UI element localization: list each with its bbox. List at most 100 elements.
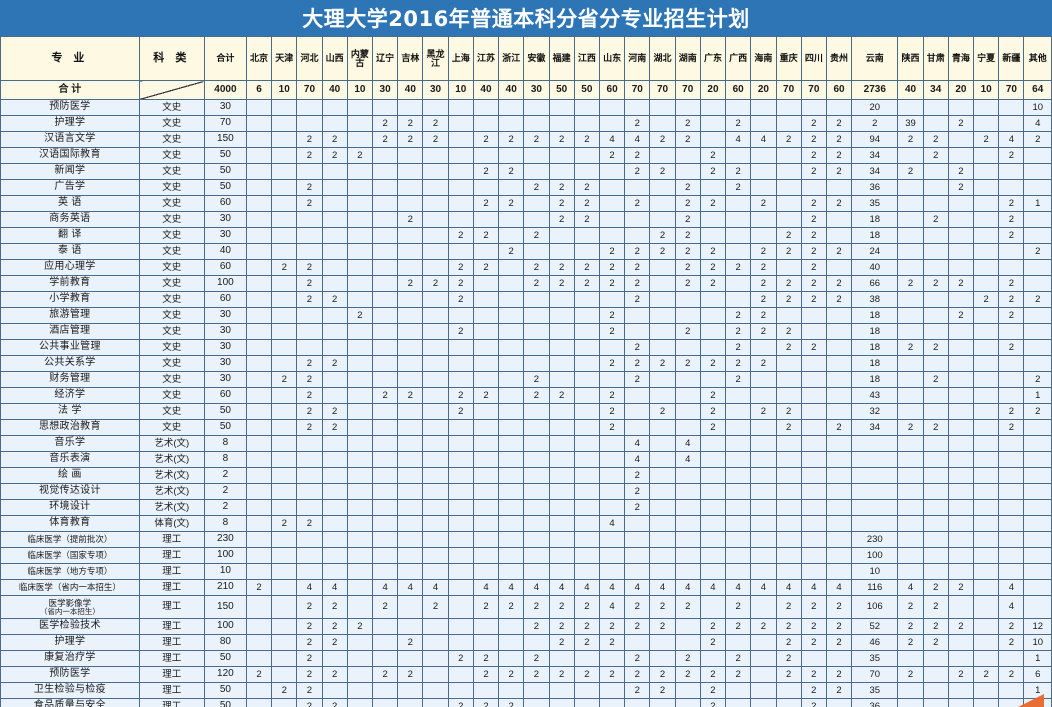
row-value-cell bbox=[947, 355, 975, 372]
row-value-cell: 2 bbox=[674, 243, 701, 260]
row-value-cell: 2 bbox=[825, 115, 853, 132]
row-value-cell: 2 bbox=[472, 650, 500, 667]
row-value-cell bbox=[825, 451, 853, 468]
row-kelei: 文史 bbox=[138, 371, 205, 388]
row-value-cell: 2 bbox=[422, 275, 449, 292]
row-value-cell bbox=[649, 634, 676, 651]
row-value-cell: 2 bbox=[750, 275, 777, 292]
row-value-cell bbox=[271, 666, 298, 683]
row-value-cell bbox=[649, 115, 676, 132]
row-value-cell: 2 bbox=[897, 275, 924, 292]
row-value-cell bbox=[447, 99, 474, 116]
row-value-cell: 2 bbox=[649, 682, 676, 699]
row-value-cell bbox=[523, 682, 550, 699]
row-value-cell bbox=[548, 515, 575, 532]
row-value-cell bbox=[922, 195, 949, 212]
row-value-cell: 12 bbox=[1023, 618, 1052, 635]
row-value-cell: 2 bbox=[1023, 131, 1052, 148]
table-row: 法 学文史 50 2 2 2 2 2 2 2 2 32 2 2 bbox=[0, 403, 1052, 420]
row-value-cell: 20 bbox=[851, 99, 899, 116]
row-value-cell bbox=[624, 387, 651, 404]
row-major-name: 医学影像学 （省内一本招生） bbox=[0, 595, 140, 619]
row-value-cell bbox=[922, 499, 949, 516]
row-value-cell bbox=[245, 243, 273, 260]
row-value-cell bbox=[947, 499, 975, 516]
row-value-cell: 2 bbox=[800, 698, 827, 707]
row-value-cell bbox=[346, 563, 374, 580]
row-value-cell bbox=[947, 339, 975, 356]
row-value-cell bbox=[851, 451, 899, 468]
row-value-cell: 18 bbox=[851, 307, 899, 324]
row-value-cell: 2 bbox=[699, 666, 727, 683]
row-value-cell bbox=[245, 698, 273, 707]
row-value-cell bbox=[472, 403, 500, 420]
row-value-cell bbox=[800, 403, 827, 420]
row-value-cell bbox=[346, 634, 374, 651]
row-value-cell: 2 bbox=[245, 579, 273, 596]
row-value-cell: 2 bbox=[321, 595, 348, 619]
row-value-cell bbox=[321, 483, 348, 500]
row-value-cell bbox=[523, 99, 550, 116]
row-major-name: 商务英语 bbox=[0, 211, 140, 228]
row-value-cell: 2 bbox=[649, 163, 676, 180]
row-value-cell: 2 bbox=[947, 579, 975, 596]
row-value-cell: 2 bbox=[800, 227, 827, 244]
row-value-cell: 2 bbox=[800, 634, 827, 651]
row-value-cell bbox=[674, 563, 701, 580]
row-value-cell: 2 bbox=[649, 243, 676, 260]
row-value-cell bbox=[245, 339, 273, 356]
col-header-province: 江苏 bbox=[472, 36, 500, 81]
row-value-cell bbox=[346, 179, 374, 196]
row-value-cell: 2 bbox=[998, 227, 1025, 244]
row-value-cell bbox=[775, 211, 802, 228]
row-value-cell bbox=[973, 195, 1000, 212]
row-value-cell: 2 bbox=[397, 387, 424, 404]
row-value-cell bbox=[548, 563, 575, 580]
row-value-cell: 2 bbox=[472, 227, 500, 244]
row-value-cell bbox=[422, 291, 449, 308]
row-value-cell bbox=[271, 547, 298, 564]
row-value-cell bbox=[321, 179, 348, 196]
row-value-cell: 2 bbox=[699, 403, 727, 420]
row-value-cell: 2 bbox=[548, 387, 575, 404]
row-value-cell: 2 bbox=[321, 618, 348, 635]
row-value-cell bbox=[573, 499, 600, 516]
row-value-cell bbox=[973, 547, 1000, 564]
row-value-cell bbox=[947, 291, 975, 308]
row-value-cell: 2 bbox=[498, 595, 525, 619]
row-value-cell bbox=[397, 291, 424, 308]
row-value-cell: 2 bbox=[699, 634, 727, 651]
row-value-cell bbox=[1023, 275, 1052, 292]
row-major-name: 广告学 bbox=[0, 179, 140, 196]
row-value-cell bbox=[699, 483, 727, 500]
row-major-name: 临床医学（省内一本招生） bbox=[0, 579, 140, 596]
row-value-cell: 60 bbox=[203, 195, 247, 212]
row-value-cell bbox=[851, 467, 899, 484]
row-value-cell bbox=[397, 618, 424, 635]
total-row-cell: 70 bbox=[674, 80, 701, 100]
row-value-cell bbox=[422, 243, 449, 260]
row-value-cell: 2 bbox=[825, 243, 853, 260]
row-value-cell bbox=[422, 531, 449, 548]
row-value-cell bbox=[397, 243, 424, 260]
total-row-cell: 20 bbox=[947, 80, 975, 100]
row-value-cell: 2 bbox=[775, 618, 802, 635]
row-value-cell bbox=[271, 634, 298, 651]
row-value-cell bbox=[498, 419, 525, 436]
row-value-cell: 8 bbox=[203, 515, 247, 532]
row-value-cell bbox=[825, 547, 853, 564]
row-value-cell: 34 bbox=[851, 419, 899, 436]
row-value-cell bbox=[598, 682, 626, 699]
total-row-cell: 40 bbox=[498, 80, 525, 100]
row-value-cell bbox=[321, 515, 348, 532]
row-value-cell bbox=[897, 179, 924, 196]
row-value-cell: 2 bbox=[775, 291, 802, 308]
row-value-cell bbox=[472, 115, 500, 132]
row-value-cell bbox=[245, 291, 273, 308]
row-value-cell bbox=[296, 339, 323, 356]
row-major-name: 英 语 bbox=[0, 195, 140, 212]
row-value-cell bbox=[897, 451, 924, 468]
row-value-cell bbox=[523, 243, 550, 260]
row-value-cell bbox=[750, 339, 777, 356]
col-header-province: 江西 bbox=[573, 36, 600, 81]
